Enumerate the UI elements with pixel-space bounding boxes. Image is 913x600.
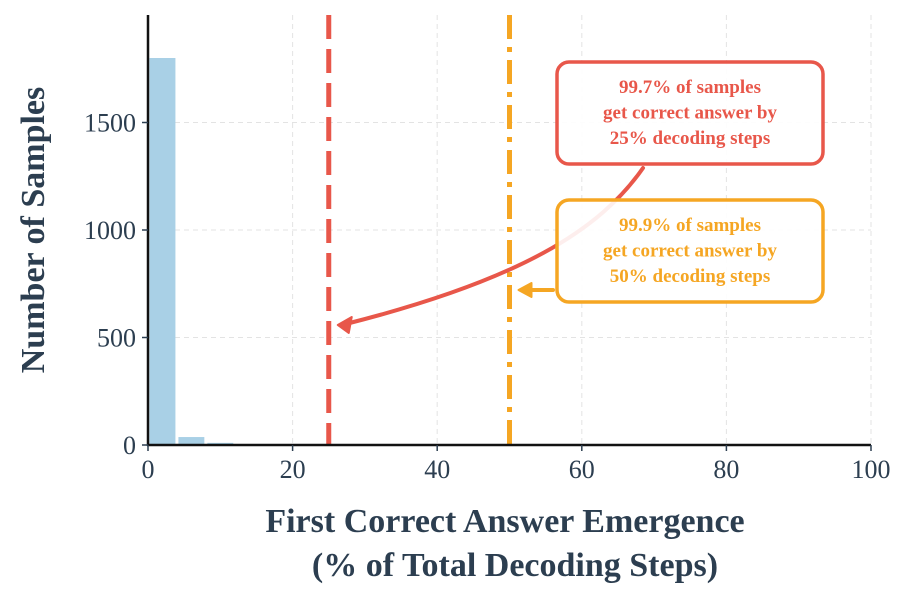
y-tick-label: 1000 [84,216,136,245]
annotation-text: get correct answer by [603,103,777,124]
annotation-text: 25% decoding steps [610,128,770,149]
x-axis-label-line1: First Correct Answer Emergence [265,503,744,540]
y-tick-label: 500 [97,324,136,353]
axes [142,15,872,451]
x-tick-label: 100 [852,455,891,484]
y-tick-label: 1500 [84,109,136,138]
bars [149,58,234,445]
x-tick-label: 20 [280,455,306,484]
y-tick-label: 0 [123,431,136,460]
reference-lines [326,15,512,445]
x-tick-label: 0 [142,455,155,484]
annotation-arrows [336,166,645,334]
x-tick-label: 40 [424,455,450,484]
histogram-bar [149,58,176,445]
annotation-boxes: 99.7% of samples get correct answer by 25%… [555,60,825,304]
x-tick-label: 80 [713,455,739,484]
annotation-box [555,60,825,166]
annotation-text: 50% decoding steps [610,266,770,287]
annotation-text: 99.7% of samples [619,77,761,98]
histogram-bar [178,437,205,445]
x-axis-label-line2: (% of Total Decoding Steps) [312,547,718,584]
arrowhead-orange [517,282,533,298]
arrow-red-curve [343,166,645,326]
arrowhead-red [336,316,353,334]
annotation-text: 99.9% of samples [619,215,761,236]
annotation-text: get correct answer by [603,241,777,262]
annotation-box [555,198,825,304]
y-axis-label: Number of Samples [15,87,52,374]
x-tick-label: 60 [569,455,595,484]
